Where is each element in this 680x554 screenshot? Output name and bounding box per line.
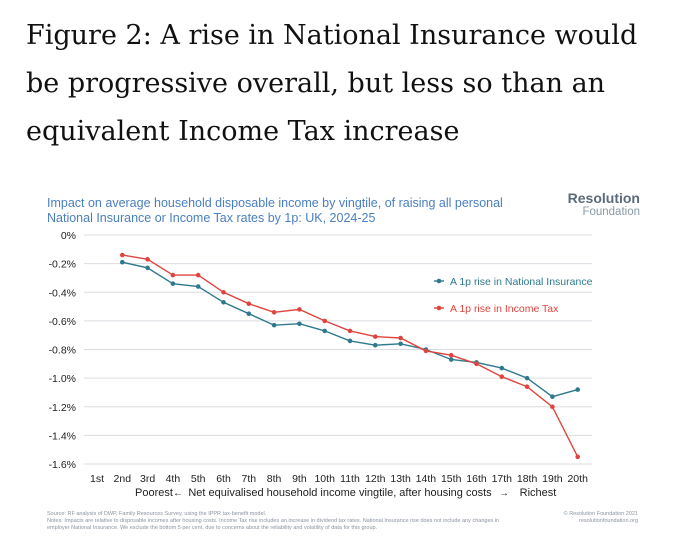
data-point — [271, 309, 277, 315]
notes-text: Notes: Impacts are relative to disposabl… — [47, 518, 500, 531]
chart-title: Impact on average household disposable i… — [47, 196, 503, 225]
x-tick-label: 15th — [441, 473, 462, 485]
data-point — [448, 357, 454, 362]
x-tick-label: 3rd — [140, 473, 155, 485]
figure-headline: Figure 2: A rise in National Insurance w… — [26, 20, 638, 147]
x-tick-label: 19th — [542, 473, 563, 485]
x-tick-label: 1st — [90, 473, 104, 485]
data-point — [550, 404, 555, 410]
data-point — [398, 341, 403, 347]
x-tick-label: 20th — [567, 473, 588, 485]
data-point — [170, 272, 176, 278]
copyright-block: © Resolution Foundation 2021 resolutionf… — [520, 511, 638, 525]
x-tick-label: 9th — [292, 473, 307, 485]
data-point — [373, 342, 378, 348]
data-point — [524, 384, 530, 390]
y-tick-label: 0% — [61, 230, 76, 242]
legend-marker — [436, 305, 442, 311]
legend: A 1p rise in National Insurance A 1p rise… — [434, 276, 593, 315]
data-point — [195, 272, 201, 278]
x-axis-left-arrow: ← — [173, 488, 183, 499]
data-point — [195, 284, 201, 289]
website-text: resolutionfoundation.org — [578, 518, 638, 524]
legend-label: A 1p rise in National Insurance — [450, 276, 593, 288]
chart-footnotes: Source: RF analysis of DWP, Family Resou… — [47, 511, 517, 532]
brand-name-line1: Resolution — [567, 190, 640, 206]
x-tick-label: 8th — [267, 473, 282, 485]
data-point — [373, 334, 378, 339]
x-tick-labels: 1st 2nd 3rd 4th 5th 6th 7th 8th 9th 10th 11th 12th 1… — [90, 473, 588, 485]
data-point — [474, 361, 479, 367]
y-tick-label: -1.4% — [49, 430, 76, 442]
data-point — [322, 328, 328, 334]
gridlines — [84, 234, 592, 465]
brand-logo: Resolution Foundation — [560, 190, 640, 219]
data-point — [170, 281, 176, 286]
legend-label: A 1p rise in Income Tax — [450, 303, 559, 315]
data-point — [120, 259, 125, 265]
x-axis-label: Net equivalised household income vingtil… — [188, 487, 492, 499]
data-point — [499, 365, 505, 371]
source-note: Source: RF analysis of DWP, Family Resou… — [47, 511, 267, 517]
x-tick-label: 13th — [390, 473, 411, 485]
data-point — [448, 352, 454, 358]
x-tick-label: 10th — [314, 473, 335, 485]
y-tick-label: -0.8% — [49, 345, 76, 357]
copyright-text: © Resolution Foundation 2021 — [563, 511, 638, 517]
x-tick-label: 7th — [241, 473, 256, 485]
x-tick-label: 6th — [216, 473, 231, 485]
data-point — [271, 322, 277, 328]
data-point — [524, 375, 530, 381]
x-tick-label: 5th — [191, 473, 206, 485]
x-tick-label: 14th — [416, 473, 437, 485]
series-points — [120, 252, 580, 460]
x-tick-label: 16th — [466, 473, 487, 485]
y-tick-labels: 0% -0.2% -0.4% -0.6% -0.8% -1.0% -1.2% -1.4% -1.… — [49, 230, 76, 471]
data-point — [297, 307, 302, 312]
x-axis-richest-label: Richest — [520, 487, 557, 499]
y-tick-label: -1.6% — [49, 459, 76, 471]
data-point — [347, 328, 353, 334]
y-tick-label: -0.2% — [49, 259, 76, 271]
x-tick-label: 18th — [517, 473, 538, 485]
x-tick-label: 17th — [492, 473, 513, 485]
data-point — [221, 299, 226, 305]
data-point — [145, 265, 150, 271]
x-tick-label: 2nd — [114, 473, 132, 485]
data-point — [246, 301, 252, 307]
y-tick-label: -0.4% — [49, 287, 76, 299]
data-point — [423, 348, 429, 354]
data-point — [347, 338, 353, 344]
x-tick-label: 4th — [166, 473, 181, 485]
legend-marker — [436, 278, 442, 284]
x-tick-label: 11th — [340, 473, 360, 485]
data-point — [499, 374, 505, 379]
data-point — [145, 257, 150, 262]
data-point — [575, 387, 580, 392]
data-point — [550, 394, 555, 400]
chart-panel — [40, 186, 640, 538]
x-tick-label: 12th — [365, 473, 386, 485]
data-point — [246, 311, 252, 317]
data-point — [322, 318, 328, 324]
x-axis-right-arrow: → — [499, 488, 509, 499]
x-axis-poorest-label: Poorest — [135, 487, 173, 499]
y-tick-label: -1.2% — [49, 402, 76, 414]
data-point — [575, 454, 580, 460]
data-point — [297, 321, 302, 327]
data-point — [120, 252, 125, 258]
data-point — [221, 289, 226, 295]
y-tick-label: -0.6% — [49, 316, 76, 328]
data-point — [398, 335, 403, 341]
brand-name-line2: Foundation — [582, 206, 640, 218]
y-tick-label: -1.0% — [49, 373, 76, 385]
